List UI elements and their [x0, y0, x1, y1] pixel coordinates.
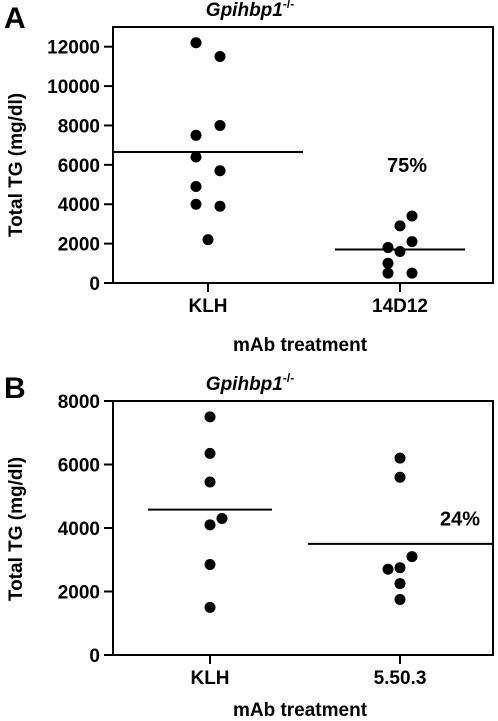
- y-tick-label: 6000: [58, 156, 100, 177]
- x-tick-label: 14D12: [372, 296, 428, 317]
- y-tick-label: 8000: [58, 392, 100, 413]
- data-point: [204, 559, 216, 571]
- panel-label: B: [4, 372, 26, 405]
- data-point: [406, 551, 418, 563]
- panel-a: A Gpihbp1-/- Total TG (mg/dl) mAb treatm…: [4, 0, 494, 356]
- y-tick-label: 4000: [58, 519, 100, 540]
- x-tick-label: KLH: [190, 668, 229, 689]
- data-point: [394, 578, 406, 590]
- data-point: [382, 257, 394, 269]
- data-point: [190, 198, 202, 210]
- plot-title-superscript: -/-: [283, 371, 294, 385]
- plot-area: 0 2000 4000 6000 8000 KLH 5.50.3 24%: [58, 392, 494, 689]
- percent-annotation: 75%: [387, 155, 427, 177]
- data-point: [204, 476, 216, 488]
- data-point: [394, 220, 406, 232]
- plot-title: Gpihbp1-/-: [206, 0, 294, 21]
- data-point: [204, 411, 216, 423]
- y-axis-label: Total TG (mg/dl): [6, 93, 27, 237]
- data-point: [382, 267, 394, 279]
- data-point: [204, 601, 216, 613]
- data-point: [204, 447, 216, 459]
- y-tick-label: 2000: [58, 235, 100, 256]
- data-point: [394, 245, 406, 257]
- panel-label: A: [4, 2, 26, 35]
- x-tick-label: 5.50.3: [374, 668, 427, 689]
- plot-frame: [112, 26, 494, 284]
- data-point: [190, 151, 202, 163]
- data-point: [394, 562, 406, 574]
- data-point: [382, 563, 394, 575]
- plot-title-gene: Gpihbp1: [206, 0, 283, 21]
- panel-b: B Gpihbp1-/- Total TG (mg/dl) mAb treatm…: [4, 371, 494, 721]
- data-point: [406, 267, 418, 279]
- y-tick-label: 0: [89, 274, 100, 295]
- data-point: [394, 471, 406, 483]
- y-tick-label: 12000: [47, 38, 100, 59]
- x-axis-label: mAb treatment: [233, 335, 368, 356]
- plot-title: Gpihbp1-/-: [206, 371, 294, 395]
- data-point: [190, 181, 202, 193]
- data-point: [214, 119, 226, 131]
- data-point: [214, 51, 226, 63]
- y-tick-label: 6000: [58, 456, 100, 477]
- x-tick-label: KLH: [188, 296, 227, 317]
- plot-frame: [112, 400, 494, 656]
- data-point: [382, 242, 394, 254]
- data-point: [190, 129, 202, 141]
- plot-title-gene: Gpihbp1: [206, 374, 283, 395]
- data-point: [202, 234, 214, 246]
- data-point: [214, 165, 226, 177]
- data-point: [216, 512, 228, 524]
- x-axis-label: mAb treatment: [233, 700, 368, 721]
- data-point: [406, 210, 418, 222]
- data-point: [394, 593, 406, 605]
- data-point: [214, 200, 226, 212]
- data-point: [204, 519, 216, 531]
- y-tick-label: 4000: [58, 195, 100, 216]
- y-tick-label: 2000: [58, 583, 100, 604]
- y-tick-label: 10000: [47, 77, 100, 98]
- y-tick-label: 0: [89, 646, 100, 667]
- data-point: [394, 452, 406, 464]
- data-point: [190, 37, 202, 49]
- plot-title-superscript: -/-: [283, 0, 294, 11]
- plot-area: 0 2000 4000 6000 8000 10000 12000 KLH 14D12 75%: [47, 26, 494, 317]
- percent-annotation: 24%: [440, 508, 480, 530]
- data-point: [406, 236, 418, 248]
- y-tick-label: 8000: [58, 116, 100, 137]
- y-axis-label: Total TG (mg/dl): [6, 457, 27, 601]
